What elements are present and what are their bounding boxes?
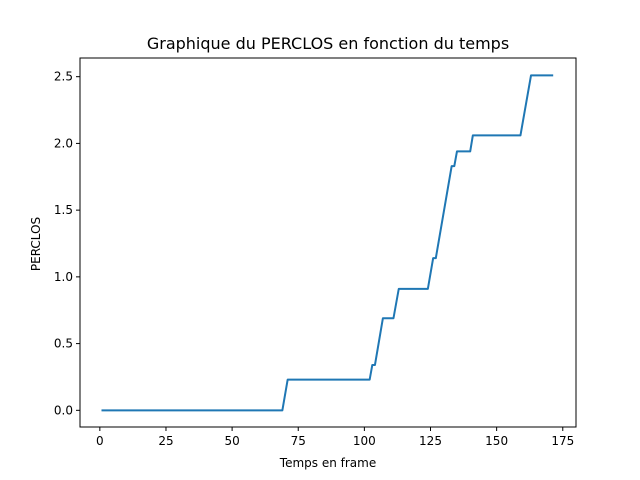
series-line-0 [101,74,554,412]
plot-area: 0 25 50 75 100 125 150 175 0.0 0.5 1.0 1.5 2.0 2.5 [54,57,577,448]
y-tick-label: 2.0 [54,136,73,150]
chart-title: Graphique du PERCLOS en fonction du temp… [147,34,509,53]
x-tick-label: 50 [224,434,239,448]
y-tick-label: 0.5 [54,337,73,351]
x-tick-label: 25 [158,434,173,448]
y-axis-label: PERCLOS [29,217,43,271]
y-tick-label: 1.5 [54,203,73,217]
x-tick-label: 125 [419,434,442,448]
y-tick-label: 2.5 [54,70,73,84]
x-tick-label: 75 [291,434,306,448]
x-tick-label: 175 [551,434,574,448]
axes-frame [79,57,577,428]
x-axis-label: Temps en frame [279,456,376,470]
y-tick-label: 1.0 [54,270,73,284]
x-tick-label: 150 [485,434,508,448]
x-tick-label: 100 [353,434,376,448]
x-tick-label: 0 [96,434,104,448]
y-tick-label: 0.0 [54,403,73,417]
